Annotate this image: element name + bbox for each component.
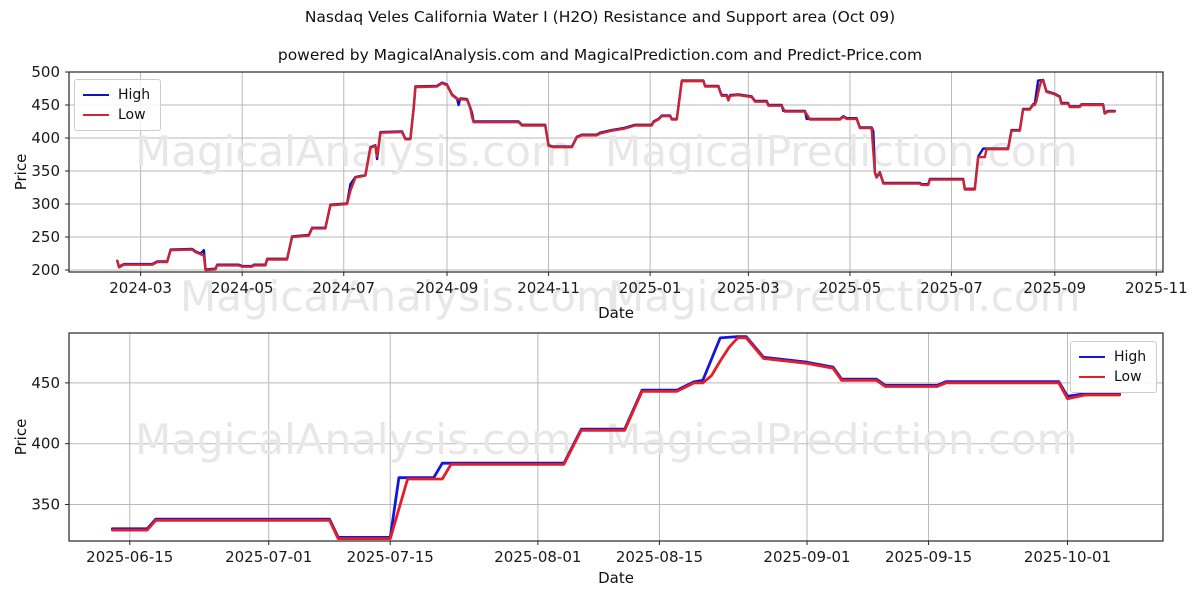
svg-text:MagicalPrediction.com: MagicalPrediction.com <box>605 415 1078 464</box>
top-xaxis-label: Date <box>598 304 634 322</box>
legend-label-high: High <box>118 87 151 103</box>
high-line-swatch <box>83 94 109 96</box>
bottom-xaxis-label: Date <box>598 569 634 587</box>
legend-item-high: High <box>1079 347 1146 367</box>
watermarks: MagicalAnalysis.com MagicalPrediction.com <box>135 127 1078 176</box>
svg-text:350: 350 <box>31 496 60 514</box>
svg-text:2025-07-15: 2025-07-15 <box>347 548 434 566</box>
svg-text:MagicalAnalysis.com: MagicalAnalysis.com <box>135 415 572 464</box>
svg-text:450: 450 <box>31 374 60 392</box>
bottom-chart-legend: High Low <box>1070 341 1158 393</box>
svg-text:2024-03: 2024-03 <box>109 279 172 297</box>
svg-text:450: 450 <box>31 96 60 114</box>
svg-text:MagicalAnalysis.com: MagicalAnalysis.com <box>135 127 572 176</box>
svg-text:350: 350 <box>31 162 60 180</box>
svg-text:2025-11: 2025-11 <box>1125 279 1188 297</box>
watermark-magicalanalysis: MagicalAnalysis.com <box>180 272 617 321</box>
svg-text:2024-09: 2024-09 <box>416 279 479 297</box>
svg-text:500: 500 <box>31 63 60 81</box>
svg-text:2025-10-01: 2025-10-01 <box>1024 548 1111 566</box>
legend-item-low: Low <box>83 105 150 125</box>
top-chart: MagicalAnalysis.com MagicalPrediction.com… <box>31 63 1187 297</box>
top-chart-legend: High Low <box>74 79 162 131</box>
legend-item-high: High <box>83 85 150 105</box>
svg-text:250: 250 <box>31 228 60 246</box>
tick-labels: 2024-03 2024-05 2024-07 2024-09 2024-11 2025-… <box>31 63 1187 297</box>
bottom-chart-low-line <box>111 336 1121 540</box>
svg-text:2024-07: 2024-07 <box>312 279 375 297</box>
svg-text:2025-08-15: 2025-08-15 <box>616 548 703 566</box>
svg-text:400: 400 <box>31 129 60 147</box>
tick-marks <box>65 71 1157 276</box>
svg-text:2024-11: 2024-11 <box>517 279 580 297</box>
tick-marks <box>65 382 1068 545</box>
figure-subtitle: powered by MagicalAnalysis.com and Magic… <box>277 46 923 64</box>
top-yaxis-label: Price <box>12 153 30 191</box>
figure-title: Nasdaq Veles California Water I (H2O) Re… <box>304 8 896 26</box>
top-chart-low-line <box>116 79 1116 272</box>
bottom-chart: MagicalAnalysis.com MagicalPrediction.com… <box>31 332 1164 566</box>
legend-label-low: Low <box>118 107 146 123</box>
legend-item-low: Low <box>1079 367 1146 387</box>
svg-text:2025-07-01: 2025-07-01 <box>225 548 312 566</box>
svg-text:300: 300 <box>31 195 60 213</box>
svg-text:2025-03: 2025-03 <box>717 279 780 297</box>
watermarks: MagicalAnalysis.com MagicalPrediction.com <box>135 415 1078 464</box>
plot-border <box>68 71 1164 273</box>
svg-text:2025-08-01: 2025-08-01 <box>494 548 581 566</box>
legend-label-low: Low <box>1114 369 1142 385</box>
svg-text:2025-07: 2025-07 <box>920 279 983 297</box>
svg-text:2025-09-01: 2025-09-01 <box>763 548 850 566</box>
tick-labels: 2025-06-15 2025-07-01 2025-07-15 2025-08-01… <box>31 374 1111 566</box>
svg-text:2025-06-15: 2025-06-15 <box>86 548 173 566</box>
watermark-magicalprediction: MagicalPrediction.com <box>608 272 1081 321</box>
low-line-swatch <box>83 114 109 116</box>
svg-text:MagicalPrediction.com: MagicalPrediction.com <box>605 127 1078 176</box>
svg-text:2025-01: 2025-01 <box>619 279 682 297</box>
bottom-yaxis-label: Price <box>12 418 30 456</box>
low-line-swatch <box>1079 376 1105 378</box>
svg-text:400: 400 <box>31 435 60 453</box>
svg-text:2025-09: 2025-09 <box>1023 279 1086 297</box>
high-line-swatch <box>1079 356 1105 358</box>
legend-label-high: High <box>1114 349 1147 365</box>
plot-border <box>68 332 1164 542</box>
svg-text:200: 200 <box>31 261 60 279</box>
svg-text:2024-05: 2024-05 <box>211 279 274 297</box>
svg-text:2025-05: 2025-05 <box>819 279 882 297</box>
svg-text:2025-09-15: 2025-09-15 <box>885 548 972 566</box>
